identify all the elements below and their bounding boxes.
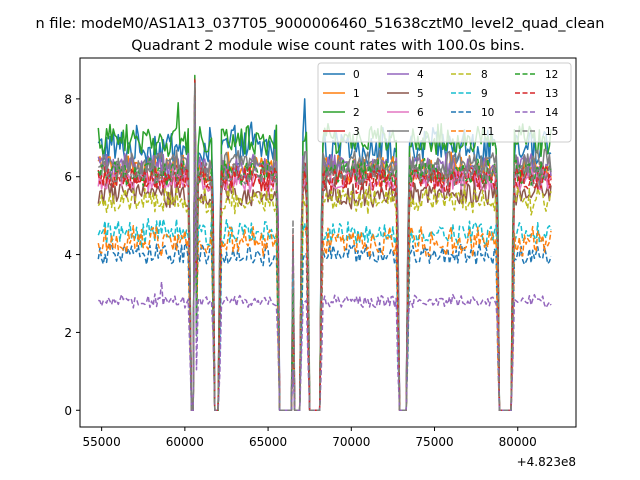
y-tick-label: 8 — [64, 92, 72, 106]
series-line-15 — [97, 82, 552, 412]
y-tick-label: 6 — [64, 170, 72, 184]
legend-box — [317, 62, 572, 143]
y-tick-label: 0 — [64, 404, 72, 418]
series-line-14 — [98, 98, 552, 412]
x-axis: 55000 60000 65000 70000 75000 80000 — [83, 427, 537, 449]
y-tick-label: 4 — [64, 248, 72, 262]
legend-label-10: 10 — [481, 107, 494, 119]
y-tick-label: 2 — [64, 326, 72, 340]
series-line-10 — [97, 90, 552, 412]
legend-label-3: 3 — [353, 126, 360, 138]
legend-label-0: 0 — [353, 69, 360, 81]
x-tick-label: 55000 — [83, 435, 121, 449]
chart-title: Quadrant 2 module wise count rates with … — [131, 38, 525, 54]
series-line-11 — [97, 90, 552, 412]
x-offset-label: +4.823e8 — [517, 455, 576, 469]
legend-label-6: 6 — [417, 107, 424, 119]
legend-label-8: 8 — [481, 69, 488, 81]
plot-frame — [79, 57, 577, 428]
legend-label-1: 1 — [353, 88, 360, 100]
x-tick-label: 80000 — [499, 435, 537, 449]
legend-label-12: 12 — [545, 69, 558, 81]
y-axis: 0 2 4 6 8 — [64, 92, 80, 418]
series-line-9 — [97, 90, 552, 412]
legend-label-15: 15 — [545, 126, 558, 138]
x-tick-label: 70000 — [332, 435, 370, 449]
legend-label-4: 4 — [417, 69, 424, 81]
x-tick-label: 75000 — [415, 435, 453, 449]
legend-label-14: 14 — [545, 107, 559, 119]
figure-suptitle: n file: modeM0/AS1A13_037T05_9000006460_… — [36, 16, 605, 32]
legend-label-5: 5 — [417, 88, 424, 100]
legend-label-2: 2 — [353, 107, 360, 119]
legend-label-11: 11 — [481, 126, 494, 138]
legend-label-7: 7 — [417, 126, 424, 138]
series-line-5 — [97, 86, 552, 412]
legend-label-13: 13 — [545, 88, 558, 100]
series-line-8 — [97, 86, 552, 412]
x-tick-label: 65000 — [249, 435, 287, 449]
legend-label-9: 9 — [481, 88, 488, 100]
x-tick-label: 60000 — [166, 435, 204, 449]
